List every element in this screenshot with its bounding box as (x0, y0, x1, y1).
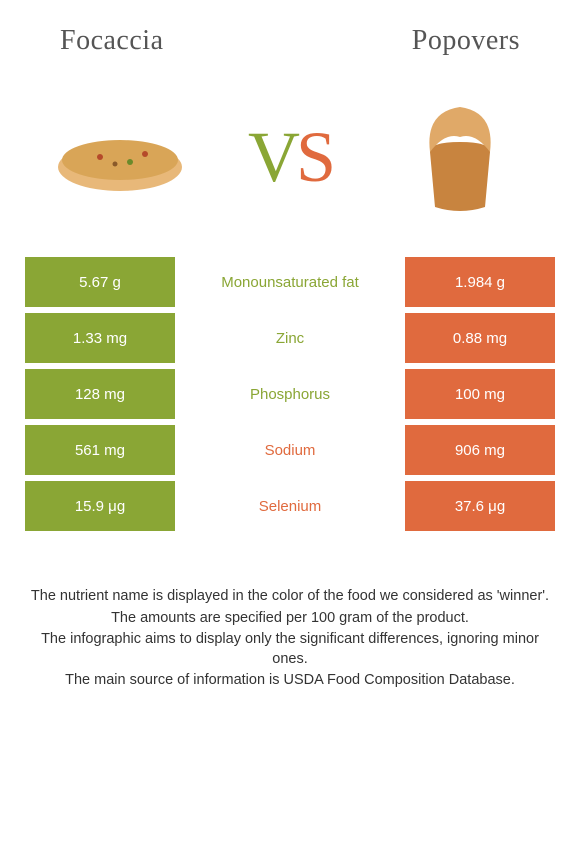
nutrient-label: Zinc (175, 313, 405, 363)
right-value: 1.984 g (405, 257, 555, 307)
footnote-line: The infographic aims to display only the… (30, 630, 550, 669)
vs-s: S (296, 117, 332, 197)
table-row: 1.33 mgZinc0.88 mg (25, 313, 555, 363)
table-row: 5.67 gMonounsaturated fat1.984 g (25, 257, 555, 307)
left-value: 1.33 mg (25, 313, 175, 363)
focaccia-image (50, 97, 190, 217)
footnotes: The nutrient name is displayed in the co… (0, 537, 580, 691)
left-value: 15.9 μg (25, 481, 175, 531)
right-value: 0.88 mg (405, 313, 555, 363)
left-value: 128 mg (25, 369, 175, 419)
nutrient-label: Monounsaturated fat (175, 257, 405, 307)
table-row: 128 mgPhosphorus100 mg (25, 369, 555, 419)
vs-v: V (248, 117, 296, 197)
header: Focaccia Popovers (0, 0, 580, 67)
right-value: 100 mg (405, 369, 555, 419)
left-food-title: Focaccia (60, 25, 164, 57)
nutrient-label: Phosphorus (175, 369, 405, 419)
table-row: 15.9 μgSelenium37.6 μg (25, 481, 555, 531)
footnote-line: The main source of information is USDA F… (30, 671, 550, 691)
table-row: 561 mgSodium906 mg (25, 425, 555, 475)
left-value: 5.67 g (25, 257, 175, 307)
left-value: 561 mg (25, 425, 175, 475)
right-food-title: Popovers (412, 25, 520, 57)
footnote-line: The nutrient name is displayed in the co… (30, 587, 550, 607)
nutrient-label: Sodium (175, 425, 405, 475)
vs-label: VS (248, 116, 332, 199)
popover-image (390, 97, 530, 217)
footnote-line: The amounts are specified per 100 gram o… (30, 609, 550, 629)
right-value: 906 mg (405, 425, 555, 475)
hero-row: VS (0, 67, 580, 257)
nutrient-table: 5.67 gMonounsaturated fat1.984 g 1.33 mgZ… (0, 257, 580, 531)
nutrient-label: Selenium (175, 481, 405, 531)
right-value: 37.6 μg (405, 481, 555, 531)
